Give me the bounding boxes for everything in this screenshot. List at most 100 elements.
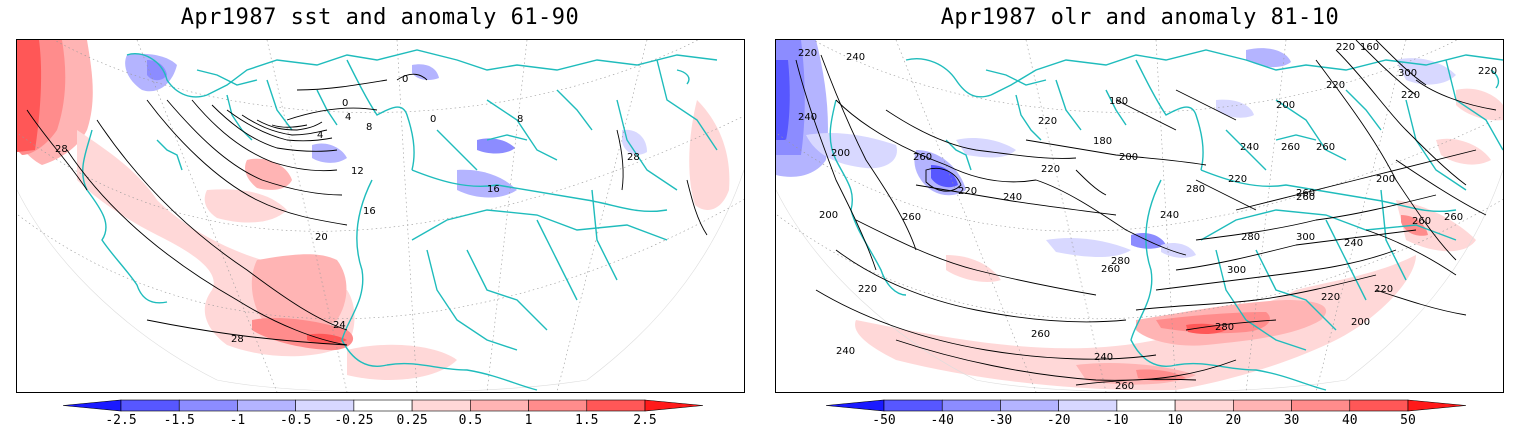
sst-graticule [17, 40, 744, 392]
sst-anomaly-shading [17, 40, 730, 380]
contour-label: 20 [315, 232, 328, 243]
sst-coastlines [82, 49, 718, 391]
colorbar-segment [528, 399, 588, 412]
contour-label: 240 [1344, 238, 1363, 249]
colorbar-segment [470, 399, 529, 412]
contour-label: 300 [1296, 232, 1315, 243]
contour-label: 220 [1038, 116, 1057, 127]
colorbar-tick-label: 1.5 [575, 413, 598, 428]
olr-map-canvas: 220 240 220 160 180 300 240 220 200 220 … [776, 40, 1503, 392]
contour-label: 280 [1111, 256, 1130, 267]
contour-label: 220 [1041, 164, 1060, 175]
contour-label: 160 [1360, 42, 1379, 53]
colorbar-tick-label: 0.25 [396, 413, 427, 428]
colorbar-segment [353, 399, 413, 412]
colorbar-segment [644, 399, 704, 412]
colorbar-segment [1174, 399, 1234, 412]
sst-colorbar: -2.5 -1.5 -1 -0.5 -0.25 0.25 0.5 1 1.5 2.5 [55, 398, 715, 430]
contour-label: 180 [1093, 136, 1112, 147]
olr-contour-labels: 220 240 220 160 180 300 240 220 200 220 … [798, 42, 1497, 392]
contour-label: 240 [846, 52, 865, 63]
contour-label: 240 [1094, 352, 1113, 363]
colorbar-tick-label: 1 [525, 413, 533, 428]
colorbar-tick-label: 0.5 [459, 413, 482, 428]
contour-label: 200 [819, 210, 838, 221]
contour-label: 200 [1119, 152, 1138, 163]
panel-title: Apr1987 olr and anomaly 81-10 [940, 5, 1340, 30]
contour-label: 260 [1115, 381, 1134, 392]
contour-label: 220 [1326, 80, 1345, 91]
colorbar-segment [941, 399, 1001, 412]
contour-label: 220 [1478, 66, 1497, 77]
colorbar-tick-label: -1 [230, 413, 246, 428]
sst-colorbar-svg: -2.5 -1.5 -1 -0.5 -0.25 0.25 0.5 1 1.5 2.5 [62, 399, 704, 428]
colorbar-tick-label: -2.5 [105, 413, 136, 428]
colorbar-tick-label: 2.5 [633, 413, 656, 428]
colorbar-tick-label: -10 [1105, 413, 1128, 428]
contour-label: 260 [1031, 329, 1050, 340]
contour-label: 16 [363, 206, 376, 217]
colorbar-tick-label: 50 [1400, 413, 1416, 428]
contour-label: 260 [1296, 188, 1315, 199]
contour-label: 4 [345, 112, 351, 123]
contour-label: 260 [1316, 142, 1335, 153]
contour-label: 200 [1276, 100, 1295, 111]
olr-panel: Apr1987 olr and anomaly 81-10 [760, 0, 1520, 430]
contour-label: 220 [858, 284, 877, 295]
colorbar-segment [178, 399, 238, 412]
colorbar-segment [237, 399, 296, 412]
olr-contours [795, 40, 1497, 386]
contour-label: 28 [627, 152, 640, 163]
sst-map-canvas: 28 0 0 4 4 8 12 16 16 8 0 20 24 28 28 [17, 40, 744, 392]
contour-label: 260 [1101, 264, 1120, 275]
colorbar-tick-label: 10 [1167, 413, 1183, 428]
colorbar-segment [1058, 399, 1118, 412]
contour-label: 240 [1003, 192, 1022, 203]
contour-label: 0 [402, 74, 408, 85]
contour-label: 0 [342, 98, 348, 109]
contour-label: 300 [1398, 68, 1417, 79]
contour-label: 28 [55, 144, 68, 155]
colorbar-segment [411, 399, 471, 412]
olr-coastlines [829, 49, 1503, 391]
olr-graticule [776, 40, 1503, 392]
contour-label: 220 [1228, 174, 1247, 185]
colorbar-segment [1407, 399, 1467, 412]
contour-label: 8 [517, 114, 523, 125]
contour-label: 24 [333, 320, 346, 331]
contour-label: 0 [430, 114, 436, 125]
contour-label: 260 [913, 152, 932, 163]
contour-label: 260 [1412, 216, 1431, 227]
contour-label: 220 [1321, 292, 1340, 303]
contour-label: 220 [1336, 42, 1355, 53]
colorbar-tick-label: 40 [1342, 413, 1358, 428]
olr-colorbar-svg: -50 -40 -30 -20 -10 10 20 30 40 50 [825, 399, 1467, 428]
colorbar-tick-label: -1.5 [164, 413, 195, 428]
olr-colorbar: -50 -40 -30 -20 -10 10 20 30 40 50 [818, 398, 1478, 430]
contour-label: 200 [831, 148, 850, 159]
panel-title: Apr1987 sst and anomaly 61-90 [180, 5, 580, 30]
contour-label: 12 [351, 166, 364, 177]
colorbar-segment [883, 399, 943, 412]
sst-contours [26, 73, 708, 346]
colorbar-tick-label: 20 [1226, 413, 1242, 428]
contour-label: 280 [1215, 322, 1234, 333]
colorbar-segment [1291, 399, 1351, 412]
colorbar-segment [1116, 399, 1176, 412]
contour-label: 8 [366, 122, 372, 133]
contour-label: 220 [1374, 284, 1393, 295]
sst-panel: Apr1987 sst and anomaly 61-90 [16, 5, 745, 430]
colorbar-segment [586, 399, 646, 412]
colorbar-tick-label: -50 [872, 413, 895, 428]
colorbar-segment [120, 399, 180, 412]
colorbar-tick-label: -20 [1047, 413, 1070, 428]
contour-label: 280 [1241, 232, 1260, 243]
contour-label: 16 [487, 184, 500, 195]
contour-label: 240 [836, 346, 855, 357]
contour-label: 280 [1186, 184, 1205, 195]
contour-label: 240 [1160, 210, 1179, 221]
colorbar-segment [1233, 399, 1292, 412]
contour-label: 300 [1227, 265, 1246, 276]
contour-label: 220 [798, 48, 817, 59]
contour-label: 180 [1109, 96, 1128, 107]
